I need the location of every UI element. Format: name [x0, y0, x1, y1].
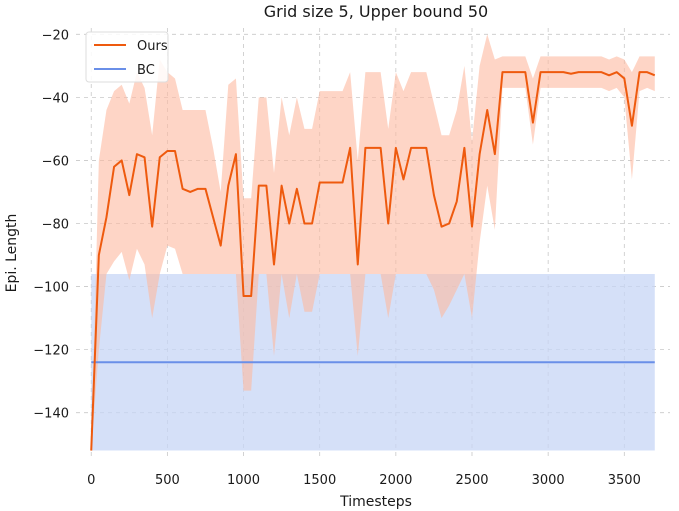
y-tick-label: −60 — [42, 154, 69, 169]
x-tick-label: 500 — [155, 473, 180, 488]
y-tick-label: −100 — [33, 281, 69, 296]
y-tick-label: −80 — [42, 218, 69, 233]
x-tick-label: 1500 — [303, 473, 336, 488]
x-tick-label: 2000 — [379, 473, 412, 488]
confidence-bands — [91, 34, 655, 451]
tick-labels: 0 500 1000 1500 2000 2500 3000 3500 −140 −120 −100… — [33, 28, 641, 488]
y-tick-label: −140 — [33, 407, 69, 422]
x-tick-label: 0 — [87, 473, 95, 488]
legend: Ours BC — [85, 31, 169, 83]
x-tick-label: 2500 — [455, 473, 488, 488]
x-tick-label: 3500 — [608, 473, 641, 488]
legend-label-bc: BC — [137, 63, 155, 78]
x-tick-label: 1000 — [227, 473, 260, 488]
series-lines — [90, 71, 656, 451]
y-tick-label: −20 — [42, 28, 69, 43]
y-tick-label: −120 — [33, 344, 69, 359]
y-tick-label: −40 — [42, 91, 69, 106]
line-ours — [90, 71, 656, 451]
x-tick-label: 3000 — [532, 473, 565, 488]
band-ours — [91, 34, 655, 451]
legend-label-ours: Ours — [137, 39, 168, 54]
chart-title: Grid size 5, Upper bound 50 — [264, 2, 488, 21]
y-axis-label: Epi. Length — [4, 214, 20, 293]
x-axis-label: Timesteps — [339, 494, 412, 510]
